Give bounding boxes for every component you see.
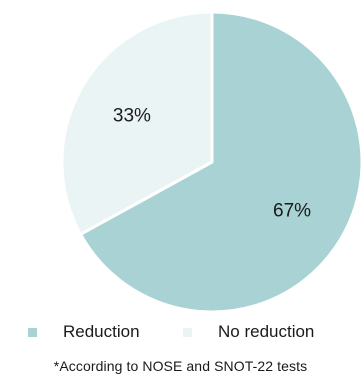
legend-item-no-reduction: No reduction	[183, 322, 314, 342]
legend: Reduction No reduction	[0, 322, 361, 348]
slice-label-reduction: 67%	[273, 200, 311, 221]
legend-swatch-reduction	[28, 327, 37, 337]
slice-label-no-reduction: 33%	[113, 106, 151, 127]
legend-label-reduction: Reduction	[63, 322, 140, 341]
pie-slice-reduction	[78, 10, 361, 314]
legend-label-no-reduction: No reduction	[218, 322, 315, 341]
legend-swatch-no-reduction	[183, 327, 192, 337]
footnote: *According to NOSE and SNOT-22 tests	[53, 358, 308, 374]
legend-item-reduction: Reduction	[28, 322, 140, 342]
pie-chart: 67% 33%	[60, 10, 361, 314]
pie-slice-no-reduction	[60, 10, 214, 237]
